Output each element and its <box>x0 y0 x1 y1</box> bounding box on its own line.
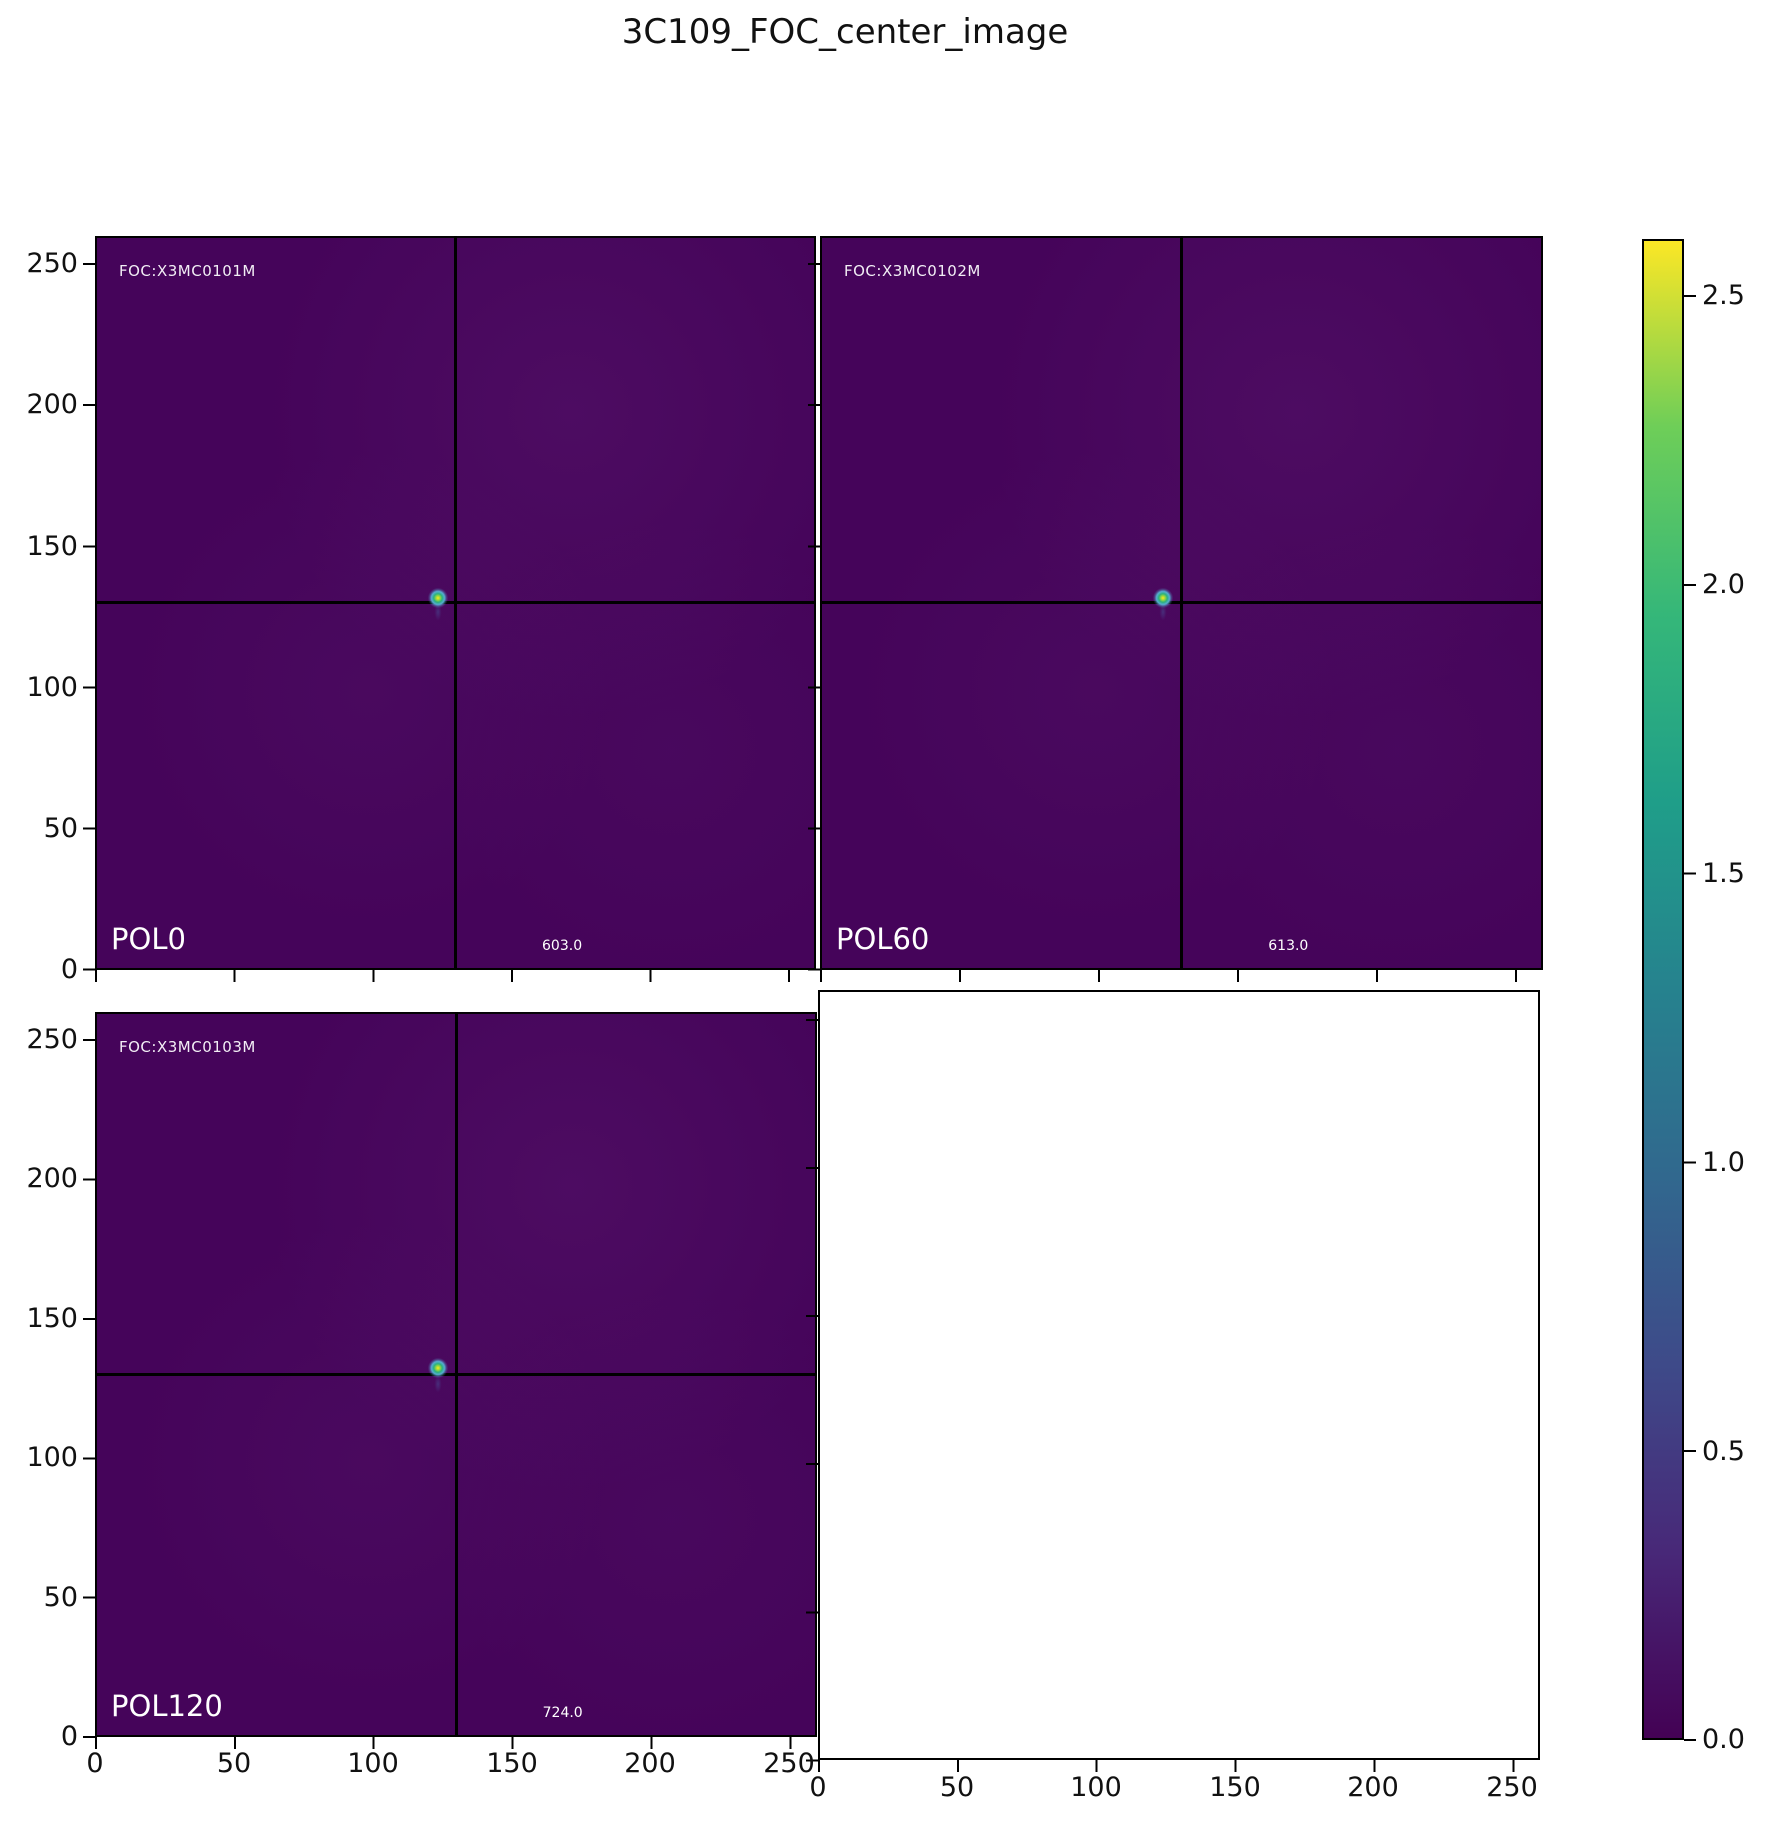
crosshair-hline <box>820 601 1543 604</box>
source-tail <box>1158 600 1168 624</box>
point-source-spot <box>428 1358 448 1378</box>
fits-header-label: FOC:X3MC0103M <box>119 1038 256 1056</box>
y-tick-label: 150 <box>26 531 78 562</box>
peak-value-label: 724.0 <box>542 1705 583 1721</box>
x-tick-label: 150 <box>486 1748 538 1779</box>
x-tick-label: 200 <box>624 1748 676 1779</box>
colorbar-tick-label: 1.0 <box>1702 1147 1745 1178</box>
x-tick-label: 250 <box>1486 1772 1538 1803</box>
y-tick-label: 100 <box>26 672 78 703</box>
point-source-spot <box>1153 588 1173 608</box>
crosshair-hline <box>95 1373 817 1376</box>
y-tick-marks <box>83 263 95 972</box>
x-tick-marks <box>95 1737 792 1749</box>
y-tick-label: 100 <box>26 1442 78 1473</box>
y-tick-label: 50 <box>43 813 78 844</box>
pol-label: POL60 <box>836 922 930 956</box>
colorbar-tick-marks <box>1684 295 1696 1742</box>
x-tick-label: 0 <box>86 1748 104 1779</box>
panel-empty <box>806 990 1540 1772</box>
y-tick-label: 250 <box>26 248 78 279</box>
y-tick-label: 150 <box>26 1303 78 1334</box>
colorbar-tick-label: 2.0 <box>1702 569 1745 600</box>
y-tick-label: 250 <box>26 1024 78 1055</box>
source-tail <box>433 600 443 624</box>
colorbar-tick-label: 0.5 <box>1702 1436 1745 1467</box>
peak-value-label: 613.0 <box>1268 938 1309 954</box>
x-tick-label: 50 <box>216 1748 252 1779</box>
x-tick-label: 0 <box>809 1772 827 1803</box>
x-tick-label: 100 <box>347 1748 399 1779</box>
y-tick-label: 0 <box>60 1721 78 1752</box>
x-tick-marks <box>818 1760 1515 1772</box>
y-tick-marks <box>808 263 820 972</box>
x-tick-label: 50 <box>939 1772 975 1803</box>
colorbar <box>1642 239 1696 1742</box>
colorbar-tick-label: 0.0 <box>1702 1724 1745 1755</box>
y-tick-label: 200 <box>26 389 78 420</box>
panel-pol0: FOC:X3MC0101M POL0 603.0 <box>83 236 816 982</box>
colorbar-tick-label: 2.5 <box>1702 280 1745 311</box>
y-tick-marks <box>83 1039 95 1739</box>
panel-pol60: FOC:X3MC0102M POL60 613.0 <box>808 236 1543 982</box>
x-tick-label: 100 <box>1070 1772 1122 1803</box>
pol-label: POL0 <box>111 922 186 956</box>
point-source-spot <box>428 588 448 608</box>
x-tick-marks <box>95 970 792 982</box>
x-tick-label: 250 <box>763 1748 815 1779</box>
y-tick-marks <box>806 1019 818 1762</box>
fits-header-label: FOC:X3MC0101M <box>119 262 256 280</box>
crosshair-hline <box>95 601 816 604</box>
panel-pol120: FOC:X3MC0103M POL120 724.0 <box>83 1012 817 1749</box>
fits-header-label: FOC:X3MC0102M <box>844 262 981 280</box>
colorbar-tick-label: 1.5 <box>1702 858 1745 889</box>
y-tick-label: 50 <box>43 1582 78 1613</box>
peak-value-label: 603.0 <box>542 938 583 954</box>
y-tick-label: 200 <box>26 1163 78 1194</box>
x-tick-label: 200 <box>1347 1772 1399 1803</box>
y-tick-label: 0 <box>60 954 78 985</box>
x-tick-marks <box>820 970 1519 982</box>
source-tail <box>433 1372 443 1396</box>
x-tick-label: 150 <box>1209 1772 1261 1803</box>
figure-title: 3C109_FOC_center_image <box>621 12 1069 52</box>
pol-label: POL120 <box>111 1689 223 1723</box>
